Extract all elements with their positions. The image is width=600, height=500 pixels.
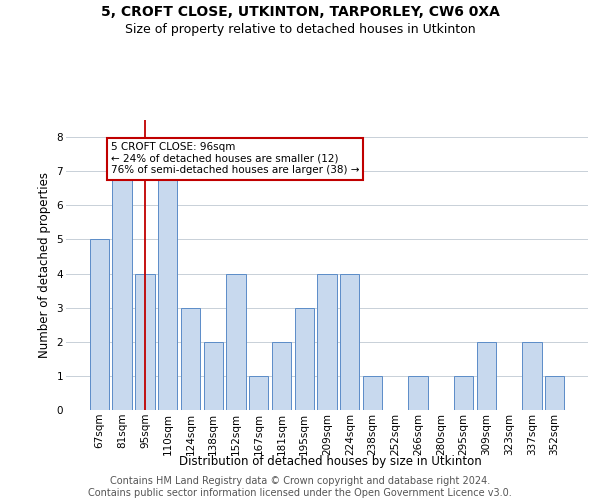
Bar	[454, 376, 473, 410]
Bar	[545, 376, 564, 410]
Y-axis label: Number of detached properties: Number of detached properties	[38, 172, 51, 358]
Bar	[363, 376, 382, 410]
Text: Distribution of detached houses by size in Utkinton: Distribution of detached houses by size …	[179, 455, 481, 468]
Bar	[249, 376, 268, 410]
Bar	[158, 171, 178, 410]
Bar	[409, 376, 428, 410]
Bar	[203, 342, 223, 410]
Bar	[272, 342, 291, 410]
Bar	[295, 308, 314, 410]
Bar	[522, 342, 542, 410]
Bar	[135, 274, 155, 410]
Text: 5, CROFT CLOSE, UTKINTON, TARPORLEY, CW6 0XA: 5, CROFT CLOSE, UTKINTON, TARPORLEY, CW6…	[101, 5, 499, 19]
Text: Contains HM Land Registry data © Crown copyright and database right 2024.
Contai: Contains HM Land Registry data © Crown c…	[88, 476, 512, 498]
Bar	[340, 274, 359, 410]
Text: Size of property relative to detached houses in Utkinton: Size of property relative to detached ho…	[125, 22, 475, 36]
Bar	[181, 308, 200, 410]
Bar	[226, 274, 245, 410]
Bar	[476, 342, 496, 410]
Bar	[317, 274, 337, 410]
Text: 5 CROFT CLOSE: 96sqm
← 24% of detached houses are smaller (12)
76% of semi-detac: 5 CROFT CLOSE: 96sqm ← 24% of detached h…	[111, 142, 359, 176]
Bar	[112, 171, 132, 410]
Bar	[90, 240, 109, 410]
